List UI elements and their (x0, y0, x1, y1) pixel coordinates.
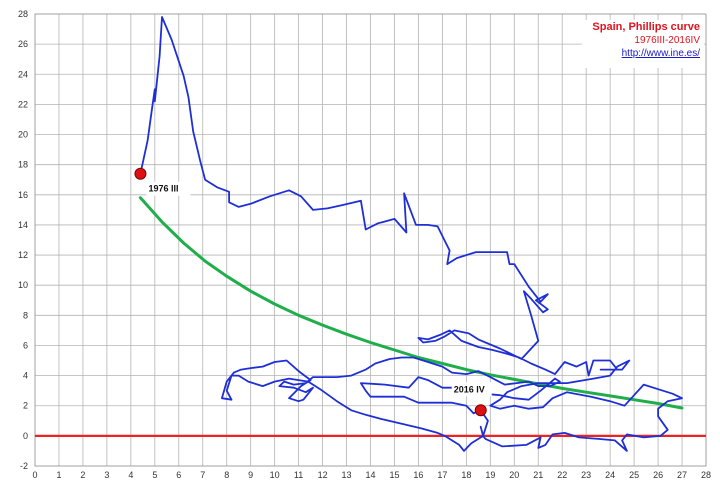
annotation-label-bg (146, 181, 191, 196)
x-tick-label: 20 (509, 470, 519, 480)
x-tick-label: 15 (389, 470, 399, 480)
x-tick-label: 24 (605, 470, 615, 480)
y-tick-label: 10 (18, 280, 28, 290)
x-tick-label: 22 (557, 470, 567, 480)
x-tick-label: 4 (128, 470, 133, 480)
x-tick-label: 21 (533, 470, 543, 480)
x-tick-label: 19 (485, 470, 495, 480)
chart-subtitle: 1976III-2016IV (634, 35, 700, 46)
x-tick-label: 2 (80, 470, 85, 480)
y-tick-label: 24 (18, 69, 28, 79)
x-tick-label: 9 (248, 470, 253, 480)
y-tick-label: 16 (18, 190, 28, 200)
annotation-label: 1976 III (148, 184, 178, 194)
annotation-label: 2016 IV (454, 384, 485, 394)
phillips-path-line (139, 16, 683, 452)
y-tick-label: 4 (23, 371, 28, 381)
x-tick-label: 16 (413, 470, 423, 480)
x-tick-label: 3 (104, 470, 109, 480)
y-tick-label: 14 (18, 220, 28, 230)
x-tick-label: 7 (200, 470, 205, 480)
x-tick-label: 8 (224, 470, 229, 480)
y-tick-label: 22 (18, 99, 28, 109)
x-tick-label: 23 (581, 470, 591, 480)
plot-frame (34, 13, 707, 467)
x-tick-label: 5 (152, 470, 157, 480)
chart-legend: Spain, Phillips curve 1976III-2016IV htt… (582, 20, 704, 68)
x-tick-label: 14 (365, 470, 375, 480)
x-tick-label: 6 (176, 470, 181, 480)
y-tick-label: 2 (23, 401, 28, 411)
y-tick-label: 8 (23, 310, 28, 320)
x-tick-label: 13 (342, 470, 352, 480)
x-tick-label: 27 (677, 470, 687, 480)
y-tick-label: 12 (18, 250, 28, 260)
x-tick-label: 10 (270, 470, 280, 480)
source-link[interactable]: http://www.ine.es/ (621, 48, 700, 59)
annotations: 1976 III 2016 IV (134, 167, 492, 417)
x-tick-label: 0 (32, 470, 37, 480)
x-tick-label: 12 (318, 470, 328, 480)
y-tick-label: -2 (20, 461, 28, 471)
annotation-label-bg (451, 382, 492, 397)
y-tick-label: 26 (18, 39, 28, 49)
grid (34, 13, 707, 467)
x-tick-label: 26 (653, 470, 663, 480)
chart-title: Spain, Phillips curve (592, 21, 700, 33)
x-tick-label: 28 (701, 470, 711, 480)
x-tick-label: 17 (437, 470, 447, 480)
annotation-marker (134, 167, 147, 180)
trend-curve (138, 196, 684, 410)
x-tick-label: 25 (629, 470, 639, 480)
y-tick-label: 18 (18, 160, 28, 170)
x-tick-label: 18 (461, 470, 471, 480)
y-tick-label: 28 (18, 9, 28, 19)
y-tick-label: 0 (23, 431, 28, 441)
y-tick-label: 20 (18, 130, 28, 140)
x-tick-label: 11 (294, 470, 303, 480)
y-tick-label: 6 (23, 340, 28, 350)
x-tick-label: 1 (56, 470, 61, 480)
annotation-marker (474, 404, 487, 417)
x-axis-tick-labels: 0 1 2 3 4 5 6 7 8 9 10 11 12 13 14 15 16 17 18 19 20 21 22 23 24… (32, 470, 711, 480)
